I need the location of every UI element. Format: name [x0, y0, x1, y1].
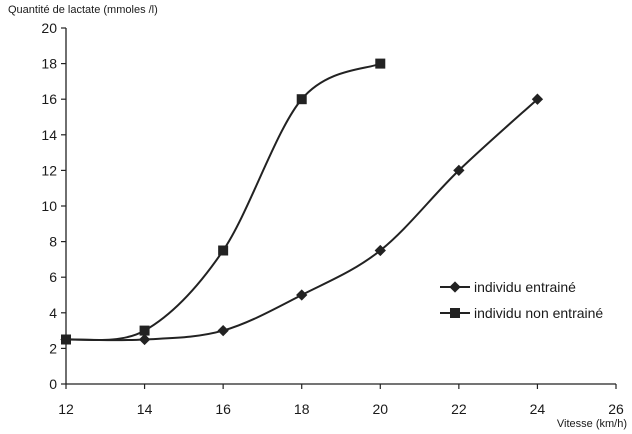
y-tick-label: 14	[41, 127, 57, 143]
x-axis-ticks: 12 14 16 18 20 22 24 26	[58, 384, 624, 417]
data-point-square	[375, 58, 386, 69]
y-tick-label: 20	[41, 20, 57, 36]
x-tick-label: 20	[372, 401, 388, 417]
x-tick-label: 12	[58, 401, 74, 417]
x-tick-label: 14	[137, 401, 153, 417]
y-tick-label: 10	[41, 198, 57, 214]
data-point-diamond	[138, 333, 151, 346]
data-point-diamond	[374, 244, 386, 257]
data-point-diamond	[296, 289, 308, 301]
x-tick-label: 22	[451, 401, 467, 417]
data-point-square	[139, 325, 150, 336]
legend-label-trained: individu entrainé	[474, 279, 576, 295]
y-tick-label: 6	[49, 269, 57, 285]
y-axis-title: Quantité de lactate (mmoles /l)	[8, 4, 158, 16]
y-tick-label: 4	[49, 305, 57, 321]
series-untrained	[61, 58, 386, 345]
legend: individu entrainé individu non entrainé	[440, 279, 603, 321]
legend-diamond-icon	[449, 281, 461, 293]
data-point-square	[218, 245, 229, 256]
series-group	[60, 58, 544, 346]
x-axis-title: Vitesse (km/h)	[557, 418, 627, 430]
y-tick-label: 12	[41, 162, 57, 178]
y-tick-label: 0	[49, 376, 57, 392]
legend-item-untrained: individu non entrainé	[440, 305, 603, 321]
series-line	[65, 62, 381, 342]
series-trained	[60, 93, 544, 346]
y-tick-label: 16	[41, 91, 57, 107]
data-point-square	[296, 94, 307, 105]
legend-square-icon	[450, 308, 460, 318]
y-tick-label: 8	[49, 234, 57, 250]
data-point-diamond	[453, 164, 465, 177]
data-point-diamond	[217, 324, 229, 337]
y-tick-label: 2	[49, 340, 57, 356]
y-tick-label: 18	[41, 56, 57, 72]
legend-item-trained: individu entrainé	[440, 279, 576, 295]
x-tick-label: 24	[530, 401, 546, 417]
x-tick-label: 16	[215, 401, 231, 417]
series-line	[65, 98, 539, 342]
legend-label-untrained: individu non entrainé	[474, 305, 603, 321]
x-tick-label: 26	[608, 401, 624, 417]
x-tick-label: 18	[294, 401, 310, 417]
y-axis-ticks: 0 2 4 6 8 10 12 14 16 18 20	[41, 20, 66, 392]
data-point-square	[61, 334, 71, 345]
